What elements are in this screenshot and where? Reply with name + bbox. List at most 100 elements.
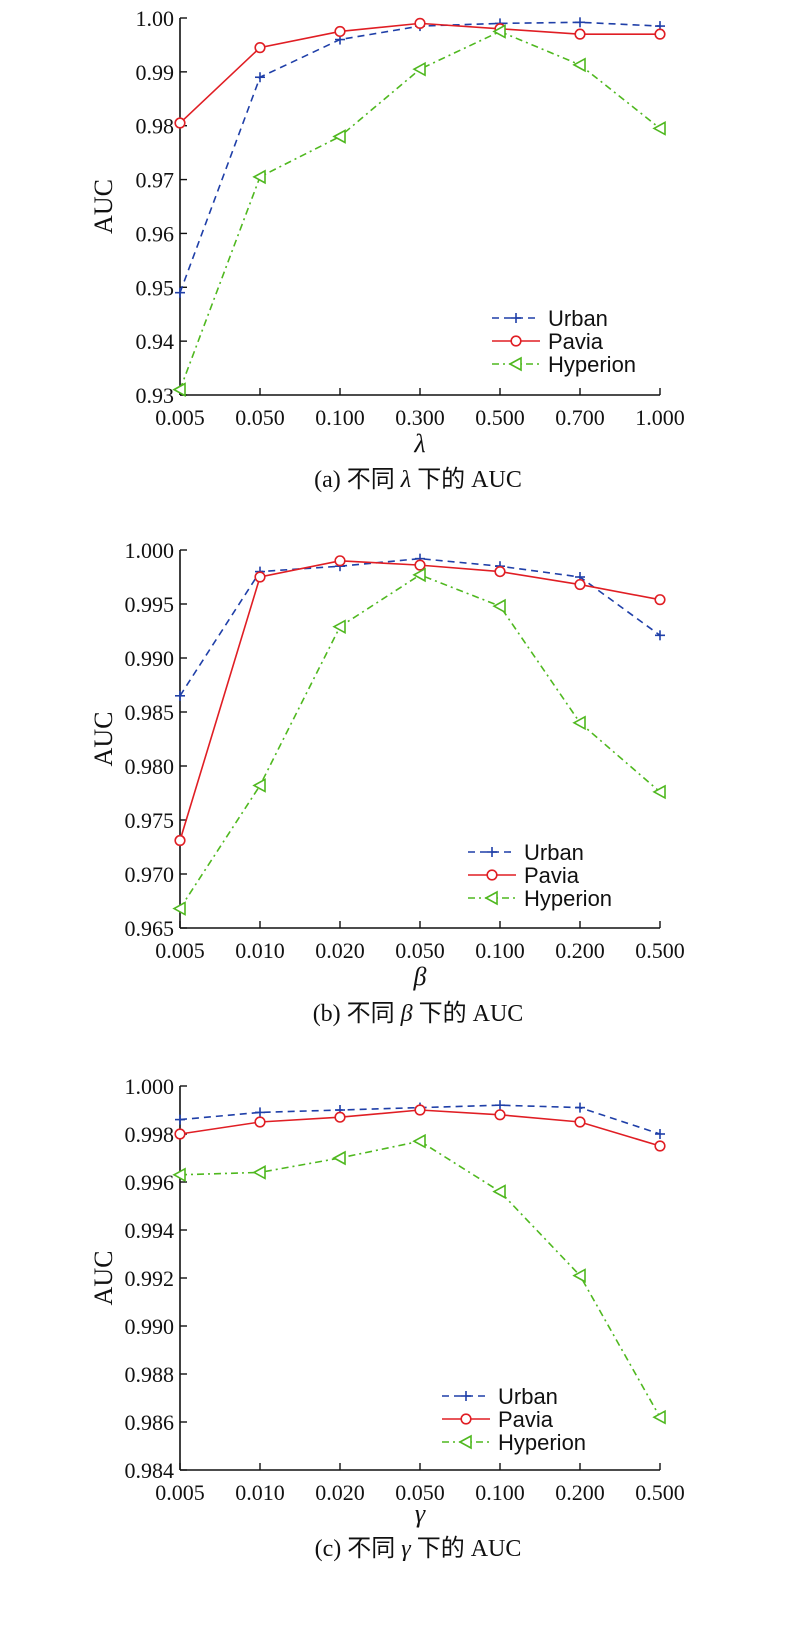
legend-label: Urban	[498, 1384, 558, 1409]
legend-label: Hyperion	[524, 886, 612, 911]
legend-marker	[510, 335, 522, 347]
x-tick-label: 0.300	[395, 405, 445, 430]
x-tick-label: 0.020	[315, 1480, 365, 1505]
y-tick-label: 0.996	[125, 1170, 175, 1195]
y-tick-label: 0.94	[136, 329, 175, 354]
legend-item-urban: Urban	[442, 1384, 558, 1409]
y-axis-label: AUC	[89, 712, 118, 767]
y-tick-label: 0.95	[136, 275, 175, 300]
y-tick-label: 0.99	[136, 60, 175, 85]
legend-item-urban: Urban	[468, 840, 584, 865]
y-tick-label: 0.98	[136, 114, 175, 139]
legend-marker	[487, 847, 497, 857]
x-tick-label: 0.010	[235, 1480, 285, 1505]
data-point-hyperion	[492, 598, 506, 614]
y-tick-label: 0.990	[125, 1314, 175, 1339]
legend-label: Urban	[524, 840, 584, 865]
y-axis-label: AUC	[89, 1251, 118, 1306]
data-point-pavia	[414, 17, 426, 29]
chart-panel-3: 0.984 0.986 0.988 0.990 0.992 0.994 0.996 0.998…	[89, 1074, 685, 1562]
caption-suffix: 下的 AUC	[417, 1535, 522, 1562]
data-point-hyperion	[572, 57, 586, 73]
data-point-hyperion	[172, 382, 186, 397]
series-pavia	[174, 1104, 666, 1152]
legend-marker	[461, 1391, 471, 1401]
data-point-urban	[495, 1100, 505, 1111]
caption-suffix: 下的 AUC	[419, 1000, 524, 1027]
x-tick-label: 0.050	[395, 938, 445, 963]
data-point-hyperion	[172, 1167, 186, 1183]
legend-item-hyperion: Hyperion	[442, 1430, 586, 1455]
x-tick-label: 0.005	[155, 938, 205, 963]
legend-marker	[458, 1434, 472, 1450]
y-axis-label: AUC	[89, 179, 118, 234]
series-line-hyperion	[179, 1140, 661, 1418]
caption-suffix: 下的 AUC	[417, 466, 522, 493]
x-tick-label: 1.000	[635, 405, 685, 430]
y-tick-label: 0.998	[125, 1122, 175, 1147]
legend-label: Hyperion	[548, 352, 636, 377]
y-tick-label: 0.990	[125, 646, 175, 671]
chart-panel-2: 0.965 0.970 0.975 0.980 0.985 0.990 0.995 1.000…	[89, 538, 685, 1027]
data-point-hyperion	[332, 619, 346, 635]
x-tick-label: 0.200	[555, 1480, 605, 1505]
x-tick-label: 0.500	[635, 938, 685, 963]
y-tick-label: 0.965	[125, 916, 175, 941]
data-point-hyperion	[652, 784, 666, 800]
data-point-pavia	[174, 1128, 186, 1140]
legend-item-pavia: Pavia	[468, 863, 580, 888]
x-tick-label: 0.100	[475, 1480, 525, 1505]
x-axis-label: γ	[415, 1499, 426, 1528]
data-point-pavia	[574, 1116, 586, 1128]
legend-marker	[511, 313, 521, 323]
panel-caption: (a) 不同 λ 下的 AUC	[314, 466, 522, 493]
data-point-pavia	[414, 1104, 426, 1116]
data-point-hyperion	[332, 129, 346, 144]
y-tick-label: 0.994	[125, 1218, 175, 1243]
data-point-pavia	[574, 28, 586, 40]
data-point-urban	[255, 1107, 265, 1118]
x-tick-label: 0.050	[395, 1480, 445, 1505]
series-line-hyperion	[179, 573, 661, 909]
x-tick-label: 0.020	[315, 938, 365, 963]
data-point-hyperion	[572, 1268, 586, 1283]
data-point-urban	[655, 630, 665, 641]
data-point-pavia	[334, 25, 346, 38]
legend-item-hyperion: Hyperion	[492, 352, 636, 377]
caption-symbol: λ	[400, 467, 411, 493]
caption-prefix: (a) 不同	[314, 467, 395, 493]
y-tick-label: 0.975	[125, 808, 175, 833]
data-point-urban	[175, 287, 185, 298]
legend-item-pavia: Pavia	[442, 1407, 554, 1432]
caption-prefix: (b) 不同	[313, 1001, 395, 1027]
data-point-pavia	[414, 559, 426, 571]
legend-label: Hyperion	[498, 1430, 586, 1455]
data-point-pavia	[574, 578, 586, 591]
x-tick-label: 0.050	[235, 405, 285, 430]
y-tick-label: 0.995	[125, 592, 175, 617]
data-point-urban	[575, 17, 585, 28]
y-tick-label: 0.992	[125, 1266, 175, 1291]
data-point-hyperion	[492, 1184, 506, 1199]
x-tick-label: 0.005	[155, 1480, 205, 1505]
data-point-hyperion	[172, 901, 186, 916]
data-point-hyperion	[332, 1150, 346, 1166]
data-point-pavia	[254, 571, 266, 583]
y-tick-label: 0.984	[125, 1458, 175, 1483]
data-point-hyperion	[572, 715, 586, 731]
data-point-hyperion	[252, 1165, 266, 1180]
y-tick-label: 1.000	[125, 1074, 175, 1099]
data-point-pavia	[654, 1140, 666, 1152]
data-point-hyperion	[412, 1133, 426, 1149]
data-point-pavia	[174, 834, 186, 847]
data-point-hyperion	[652, 121, 666, 136]
legend-label: Pavia	[548, 329, 604, 354]
data-point-pavia	[494, 565, 506, 578]
x-axis-label: β	[413, 962, 427, 991]
y-tick-label: 0.93	[136, 383, 175, 408]
series-hyperion	[172, 24, 666, 397]
